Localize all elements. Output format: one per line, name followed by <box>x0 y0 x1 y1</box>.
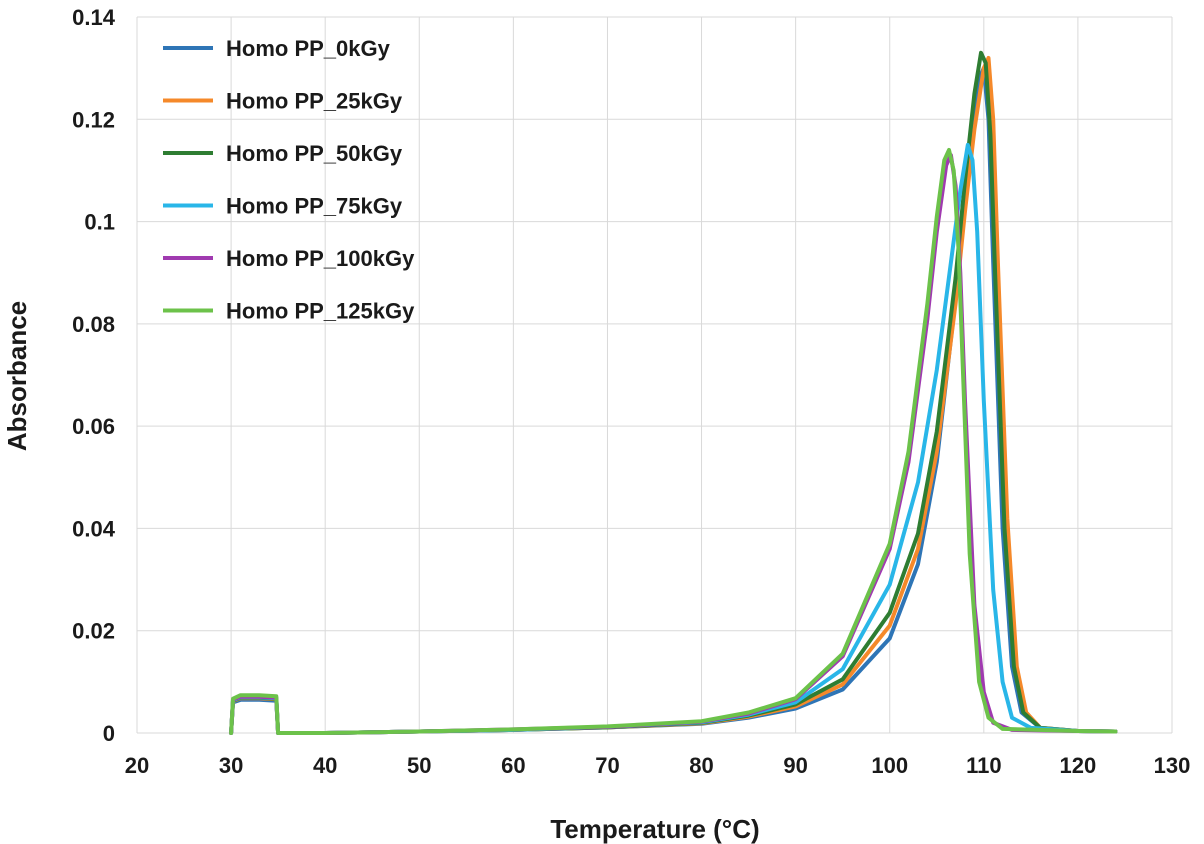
x-tick-label: 110 <box>966 753 1002 778</box>
x-tick-label: 30 <box>219 753 243 778</box>
series-line-homo-pp-100kgy <box>229 153 1118 735</box>
x-tick-label: 60 <box>501 753 525 778</box>
legend: Homo PP_0kGy Homo PP_25kGy Homo PP_50kGy Ho… <box>163 36 415 324</box>
series-line-homo-pp-125kgy <box>229 148 1118 735</box>
legend-item: Homo PP_100kGy <box>163 246 415 271</box>
legend-label: Homo PP_50kGy <box>226 141 403 166</box>
x-tick-label: 130 <box>1154 753 1191 778</box>
legend-item: Homo PP_0kGy <box>163 36 391 61</box>
legend-label: Homo PP_75kGy <box>226 194 403 219</box>
x-tick-label: 50 <box>407 753 431 778</box>
legend-item: Homo PP_50kGy <box>163 141 403 166</box>
legend-label: Homo PP_100kGy <box>226 246 415 271</box>
legend-item: Homo PP_75kGy <box>163 194 403 219</box>
x-tick-label: 70 <box>595 753 619 778</box>
y-tick-label: 0.12 <box>72 107 115 132</box>
x-tick-label: 90 <box>783 753 807 778</box>
y-tick-label: 0.06 <box>72 414 115 439</box>
y-axis-title: Absorbance <box>2 301 32 451</box>
y-tick-label: 0.14 <box>72 5 116 30</box>
legend-label: Homo PP_0kGy <box>226 36 391 61</box>
x-tick-label: 100 <box>871 753 908 778</box>
y-tick-label: 0 <box>103 721 115 746</box>
legend-label: Homo PP_25kGy <box>226 89 403 114</box>
x-axis-title: Temperature (°C) <box>550 814 759 844</box>
legend-item: Homo PP_125kGy <box>163 299 415 324</box>
x-tick-label: 80 <box>689 753 713 778</box>
x-tick-label: 40 <box>313 753 337 778</box>
x-tick-label: 20 <box>125 753 149 778</box>
grid-lines <box>136 16 1173 734</box>
y-tick-label: 0.1 <box>84 210 115 235</box>
legend-item: Homo PP_25kGy <box>163 89 403 114</box>
series-layer <box>229 50 1118 735</box>
y-tick-label: 0.04 <box>72 516 116 541</box>
series-line-homo-pp-75kgy <box>229 142 1118 735</box>
y-tick-label: 0.02 <box>72 619 115 644</box>
x-tick-label: 120 <box>1060 753 1097 778</box>
y-tick-labels: 0 0.02 0.04 0.06 0.08 0.1 0.12 0.14 <box>72 5 116 746</box>
x-tick-labels: 20 30 40 50 60 70 80 90 100 110 120 130 <box>125 753 1191 778</box>
y-tick-label: 0.08 <box>72 312 115 337</box>
legend-label: Homo PP_125kGy <box>226 299 415 324</box>
